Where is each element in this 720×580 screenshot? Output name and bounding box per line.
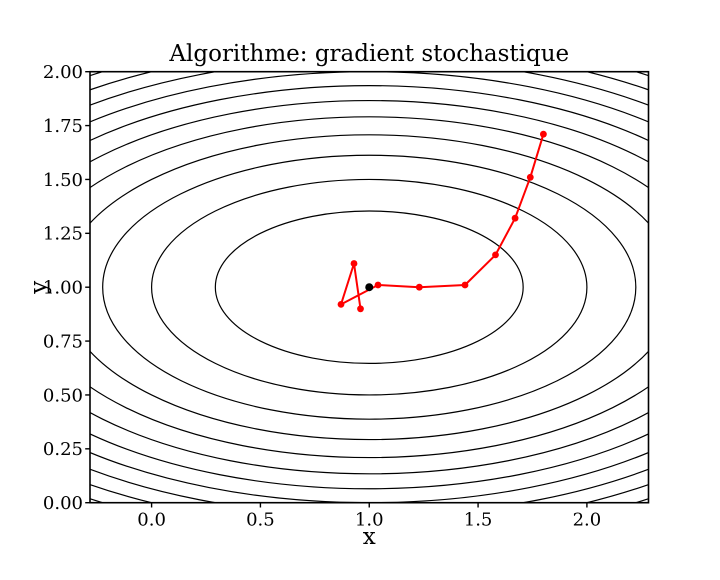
contour-level-line — [90, 134, 649, 441]
x-axis-label: x — [363, 524, 376, 550]
y-axis-label: y — [26, 281, 52, 295]
x-tick-label: 0.5 — [246, 510, 275, 531]
y-tick-label: 0.00 — [43, 493, 83, 514]
iterate-point — [461, 281, 469, 289]
contour-level-line — [90, 116, 649, 459]
y-tick-label: 0.75 — [43, 331, 83, 352]
iterate-point — [357, 305, 364, 313]
iterate-point — [511, 214, 519, 222]
iterate-point — [374, 281, 382, 289]
x-tick-label: 1.0 — [355, 510, 384, 531]
optimum-point — [365, 283, 374, 292]
iterate-point — [540, 130, 547, 138]
optimum-marker — [365, 283, 374, 292]
plot-title: Algorithme: gradient stochastique — [168, 41, 569, 67]
y-tick-label: 0.50 — [43, 385, 83, 406]
iterate-point — [350, 260, 358, 267]
contour-level-line — [214, 210, 524, 364]
y-tick-label: 1.50 — [43, 170, 83, 191]
descent-polyline — [340, 133, 545, 309]
iterate-point — [526, 173, 534, 181]
x-tick-label: 0.0 — [137, 510, 166, 531]
x-tick-label: 1.5 — [464, 510, 493, 531]
iterate-point — [492, 251, 499, 259]
iterate-markers — [337, 130, 547, 313]
y-tick-label: 1.25 — [43, 224, 83, 245]
iterate-point — [337, 301, 345, 308]
axes-spines — [89, 70, 650, 504]
y-tick-label: 0.25 — [43, 439, 83, 460]
contour-level-line — [90, 85, 649, 490]
x-tick-label: 2.0 — [573, 510, 602, 531]
contour-level-line — [102, 154, 637, 420]
contour-level-line — [150, 178, 588, 396]
y-tick-label: 1.75 — [43, 116, 83, 137]
y-tick-label: 1.00 — [43, 278, 83, 299]
contour-level-line — [90, 100, 649, 475]
tick-labels: 0.0 0.5 1.0 1.5 2.0 0.00 0.25 0.50 0.75 1.00 1.25 1… — [43, 62, 601, 531]
iterate-point — [415, 283, 423, 291]
y-tick-label: 2.00 — [43, 62, 83, 83]
gradient-descent-path — [340, 133, 545, 309]
